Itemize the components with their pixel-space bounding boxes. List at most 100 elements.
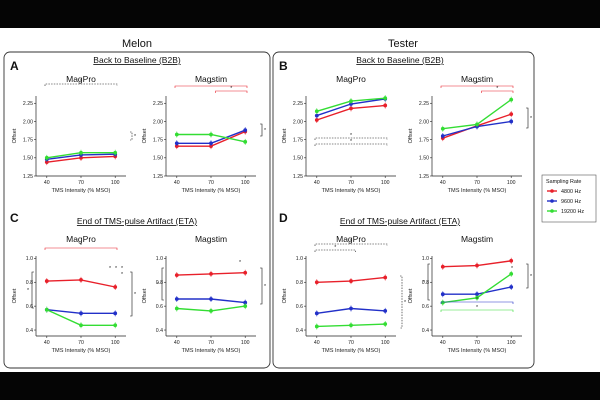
x-tick-label: 100 bbox=[111, 180, 120, 186]
y-tick-label: 2.00 bbox=[293, 119, 303, 125]
x-tick-label: 100 bbox=[507, 180, 516, 186]
significance-asterisk: * bbox=[350, 133, 352, 139]
data-point-19200hz bbox=[440, 126, 445, 131]
y-tick-label: 1.25 bbox=[293, 174, 303, 180]
y-tick-label: 1.25 bbox=[419, 174, 429, 180]
section-title-b: Back to Baseline (B2B) bbox=[356, 55, 444, 65]
data-point-9600hz bbox=[440, 134, 445, 138]
x-tick-label: 100 bbox=[507, 340, 516, 346]
significance-asterisk: * bbox=[230, 86, 232, 92]
y-tick-label: 1.75 bbox=[293, 137, 303, 143]
y-tick-label: 0.6 bbox=[156, 304, 163, 310]
data-point-19200hz bbox=[174, 306, 179, 311]
y-axis-label: Offset bbox=[142, 128, 148, 143]
data-point-9600hz bbox=[314, 113, 319, 118]
panel-letter-a: A bbox=[10, 59, 19, 73]
data-point-4800hz bbox=[475, 263, 479, 268]
chart-title: MagPro bbox=[336, 234, 366, 244]
y-axis-label: Offset bbox=[282, 128, 288, 143]
significance-asterisk: * bbox=[239, 260, 241, 266]
data-point-4800hz bbox=[44, 279, 49, 283]
data-point-19200hz bbox=[383, 96, 388, 101]
tester-group-frame bbox=[272, 51, 535, 369]
x-tick-label: 70 bbox=[78, 180, 84, 186]
x-tick-label: 70 bbox=[474, 340, 480, 346]
data-point-19200hz bbox=[113, 323, 118, 328]
significance-asterisk: * bbox=[134, 292, 136, 298]
y-axis-label: Offset bbox=[408, 128, 414, 143]
x-tick-label: 40 bbox=[44, 180, 50, 186]
legend-marker-19200 bbox=[550, 209, 554, 213]
significance-asterisk: * bbox=[476, 305, 478, 311]
x-tick-label: 100 bbox=[241, 180, 250, 186]
legend-label-19200: 19200 Hz bbox=[561, 209, 584, 215]
significance-asterisk: * bbox=[80, 243, 82, 249]
y-tick-label: 1.75 bbox=[153, 137, 163, 143]
y-tick-label: 0.6 bbox=[26, 304, 33, 310]
significance-asterisk: * bbox=[404, 300, 406, 306]
data-point-19200hz bbox=[509, 272, 514, 276]
significance-bracket bbox=[31, 271, 34, 309]
x-axis-label: TMS Intensity (% MSO) bbox=[322, 188, 381, 194]
data-point-9600hz bbox=[314, 311, 319, 316]
y-tick-label: 0.6 bbox=[296, 304, 303, 310]
x-tick-label: 40 bbox=[314, 180, 320, 186]
significance-asterisk: * bbox=[530, 116, 532, 122]
data-point-9600hz bbox=[243, 300, 248, 305]
significance-asterisk: * bbox=[511, 266, 513, 272]
top-letterbox-bar bbox=[0, 0, 600, 28]
x-axis-label: TMS Intensity (% MSO) bbox=[52, 188, 111, 194]
chart-title: Magstim bbox=[195, 234, 227, 244]
data-point-9600hz bbox=[383, 309, 388, 313]
significance-asterisk: * bbox=[350, 239, 352, 245]
panel-letter-b: B bbox=[279, 59, 288, 73]
data-point-19200hz bbox=[79, 150, 83, 155]
group-title-melon: Melon bbox=[122, 38, 152, 50]
data-point-9600hz bbox=[509, 285, 514, 289]
data-point-9600hz bbox=[174, 297, 179, 301]
data-point-9600hz bbox=[475, 292, 479, 297]
y-axis-label: Offset bbox=[12, 128, 18, 143]
y-tick-label: 0.8 bbox=[26, 280, 33, 286]
significance-asterisk: * bbox=[264, 128, 266, 134]
data-point-19200hz bbox=[314, 324, 319, 329]
data-point-9600hz bbox=[209, 297, 213, 301]
data-point-9600hz bbox=[113, 311, 118, 316]
data-point-19200hz bbox=[243, 139, 248, 144]
y-tick-label: 2.00 bbox=[23, 119, 33, 125]
significance-bracket bbox=[440, 85, 514, 88]
significance-bracket bbox=[314, 243, 388, 246]
data-point-9600hz bbox=[79, 311, 83, 316]
significance-asterisk: * bbox=[80, 79, 82, 85]
data-point-19200hz bbox=[243, 304, 248, 309]
significance-bracket bbox=[44, 247, 118, 250]
legend-title: Sampling Rate bbox=[546, 179, 581, 185]
data-point-4800hz bbox=[440, 264, 445, 269]
legend-label-4800: 4800 Hz bbox=[561, 189, 581, 195]
y-axis-label: Offset bbox=[12, 288, 18, 303]
significance-bracket bbox=[260, 267, 263, 305]
data-point-4800hz bbox=[349, 106, 353, 111]
data-point-19200hz bbox=[113, 150, 118, 155]
significance-bracket bbox=[526, 107, 529, 129]
data-point-19200hz bbox=[209, 309, 213, 313]
significance-asterisk: * bbox=[109, 266, 111, 272]
y-tick-label: 0.8 bbox=[422, 280, 429, 286]
data-point-4800hz bbox=[383, 103, 388, 108]
y-axis-label: Offset bbox=[142, 288, 148, 303]
y-tick-label: 1.75 bbox=[23, 137, 33, 143]
x-axis-label: TMS Intensity (% MSO) bbox=[182, 188, 241, 194]
data-point-19200hz bbox=[475, 295, 479, 300]
significance-bracket bbox=[440, 301, 514, 304]
legend-box bbox=[541, 174, 597, 223]
y-tick-label: 1.25 bbox=[153, 174, 163, 180]
x-tick-label: 70 bbox=[78, 340, 84, 346]
section-title-c: End of TMS-pulse Artifact (ETA) bbox=[77, 216, 197, 226]
data-point-4800hz bbox=[314, 280, 319, 285]
significance-asterisk: * bbox=[334, 245, 336, 251]
